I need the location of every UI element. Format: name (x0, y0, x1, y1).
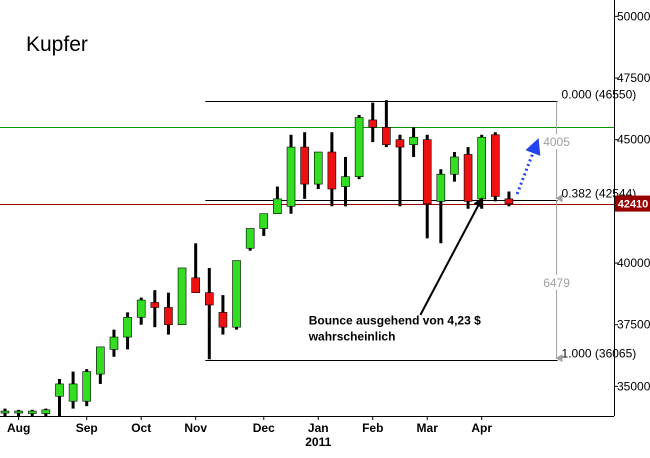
x-tick-label: Aug (7, 421, 30, 435)
current-price-box (615, 195, 650, 212)
candle-body (245, 228, 255, 249)
candle-body (96, 346, 105, 375)
candle-body (341, 176, 350, 187)
x-tick-label: Dec (253, 421, 275, 435)
x-tick-label: Nov (184, 421, 207, 435)
candle-body (300, 146, 309, 185)
candle-body (27, 410, 37, 414)
candle-body (150, 302, 160, 308)
candle-body (55, 383, 64, 397)
candle-body (463, 154, 473, 202)
x-tick-label: Sep (76, 421, 98, 435)
candle-body (504, 198, 514, 205)
x-tick-label: Mar (417, 421, 439, 435)
candle-body (368, 119, 378, 128)
candle-body (313, 151, 323, 185)
y-tick-label: 40000 (617, 256, 650, 270)
y-tick-label: 47500 (617, 71, 650, 85)
candle-body (491, 134, 500, 197)
candle-body (382, 127, 391, 145)
current-price-label: 42410 (618, 199, 649, 211)
candle-body (436, 173, 446, 202)
y-tick-label: 37500 (617, 318, 650, 332)
candle-body (218, 312, 228, 328)
x-tick-label: Jan (308, 421, 329, 435)
candle-body (409, 136, 418, 145)
candle-body (123, 317, 132, 338)
candle-body (82, 371, 92, 402)
x-tick-label: Oct (131, 421, 151, 435)
y-tick-label: 50000 (617, 9, 650, 23)
annotation-arrow (419, 197, 483, 316)
candle-body (177, 267, 187, 326)
candle-body (259, 213, 269, 229)
projection-arrow (515, 138, 541, 195)
year-label: 2011 (305, 435, 331, 449)
candle-body (136, 299, 146, 318)
candle-body (477, 136, 487, 200)
y-tick-label: 35000 (617, 379, 650, 393)
x-tick-label: Apr (471, 421, 492, 435)
candle-body (164, 307, 173, 326)
candle-body (422, 139, 432, 205)
candle-body (354, 117, 364, 177)
annotation-text: Bounce ausgehend von 4,23 $ (309, 314, 481, 328)
candle-body (191, 277, 200, 293)
candle-body (14, 410, 23, 414)
candle-body (327, 151, 337, 190)
chart-title: Kupfer (26, 33, 88, 56)
candle-body (395, 139, 405, 148)
candle-body (286, 146, 296, 207)
fib-level-label: 1.000 (36065) (562, 347, 637, 361)
candle-body (205, 292, 214, 306)
candle-body (450, 156, 459, 175)
fib-level-label: 0.000 (46550) (562, 88, 637, 102)
range-label-bg (542, 274, 571, 290)
annotation-text: wahrscheinlich (308, 330, 396, 344)
range-label: 6479 (543, 276, 570, 290)
candle-body (109, 336, 119, 350)
range-label: 4005 (543, 135, 570, 149)
x-tick-label: Feb (362, 421, 383, 435)
candle-body (68, 383, 78, 402)
candle-body (41, 409, 51, 414)
y-tick-label: 45000 (617, 133, 650, 147)
candle-body (273, 198, 282, 215)
candle-body (232, 260, 241, 328)
candle-body (0, 410, 10, 414)
range-label-bg (542, 134, 571, 150)
